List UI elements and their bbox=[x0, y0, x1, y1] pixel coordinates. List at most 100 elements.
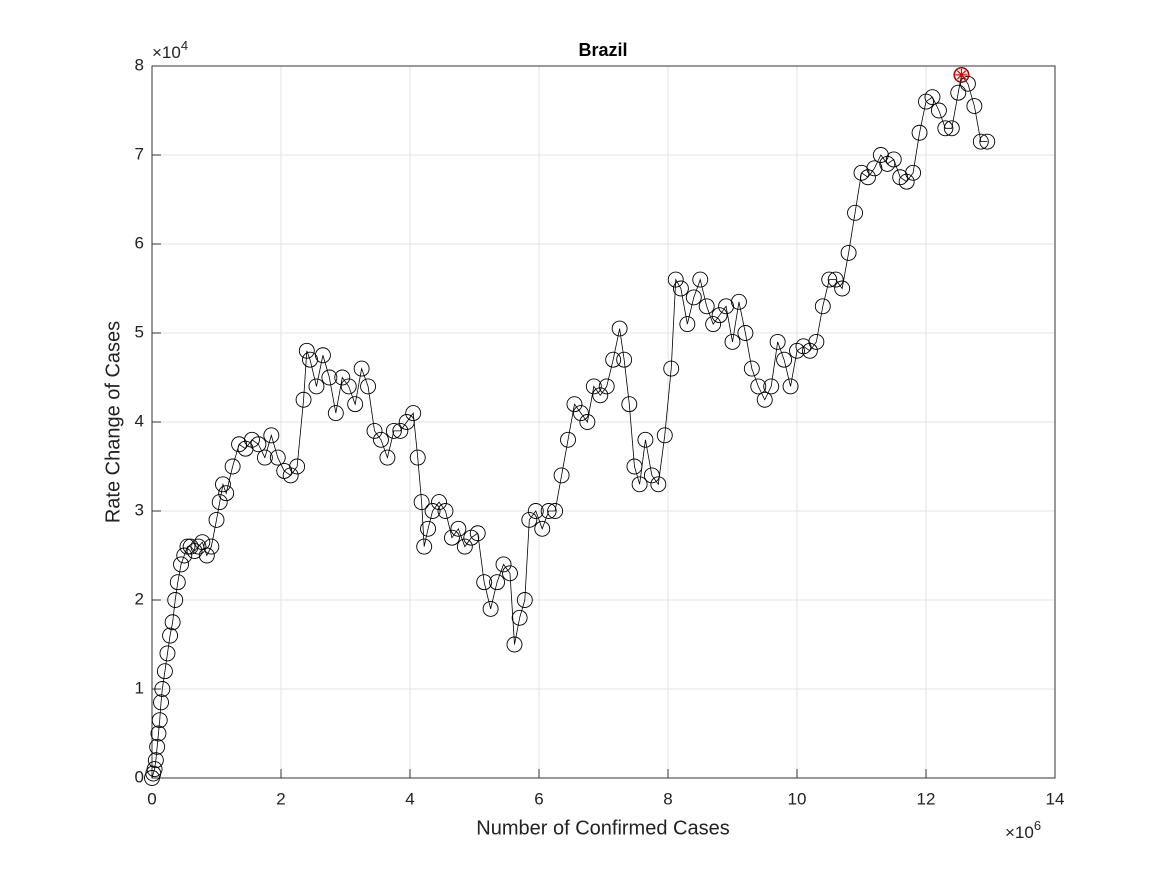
data-point bbox=[511, 609, 528, 626]
data-point bbox=[269, 449, 286, 466]
data-point bbox=[156, 663, 173, 680]
data-point bbox=[437, 503, 454, 519]
data-point bbox=[413, 494, 430, 511]
x-multiplier-base: ×10 bbox=[1005, 823, 1034, 842]
data-point bbox=[347, 396, 364, 413]
y-tick-label: 7 bbox=[135, 144, 144, 163]
data-point bbox=[203, 538, 220, 555]
data-point bbox=[667, 271, 684, 288]
y-multiplier-exponent: 4 bbox=[181, 38, 188, 53]
data-point bbox=[950, 84, 967, 101]
data-point bbox=[373, 431, 389, 448]
y-tick-label: 3 bbox=[135, 500, 144, 519]
data-point bbox=[860, 169, 876, 186]
data-point bbox=[173, 556, 189, 573]
data-point bbox=[198, 547, 215, 564]
data-point bbox=[866, 160, 883, 177]
y-tick-label: 8 bbox=[135, 55, 144, 74]
data-point bbox=[237, 440, 254, 457]
data-point bbox=[409, 449, 426, 466]
data-point bbox=[424, 503, 441, 519]
data-point bbox=[611, 320, 628, 337]
data-point bbox=[885, 151, 902, 168]
data-point bbox=[398, 414, 415, 430]
data-point bbox=[943, 120, 960, 137]
data-point bbox=[495, 556, 512, 573]
data-point bbox=[672, 280, 689, 297]
data-point bbox=[162, 627, 179, 644]
data-point bbox=[282, 467, 299, 484]
data-point bbox=[182, 538, 199, 555]
data-point bbox=[431, 494, 447, 511]
data-point bbox=[420, 520, 437, 537]
data-point bbox=[756, 391, 773, 408]
y-multiplier: ×104 bbox=[152, 38, 188, 62]
data-point bbox=[169, 574, 186, 591]
data-point bbox=[149, 738, 166, 755]
data-point bbox=[560, 431, 576, 448]
data-point bbox=[476, 574, 493, 591]
data-point bbox=[592, 387, 609, 404]
data-point bbox=[150, 725, 167, 742]
x-tick-label: 14 bbox=[1046, 789, 1065, 808]
data-point bbox=[308, 378, 325, 395]
data-point bbox=[250, 436, 267, 453]
data-point bbox=[782, 378, 799, 395]
data-point bbox=[289, 458, 306, 475]
data-point bbox=[937, 120, 954, 137]
data-point bbox=[547, 503, 564, 519]
y-axis-label: Rate Change of Cases bbox=[102, 321, 124, 523]
data-point bbox=[626, 458, 643, 475]
data-point bbox=[327, 405, 344, 422]
data-point bbox=[898, 173, 915, 190]
data-point bbox=[621, 396, 638, 413]
data-point bbox=[585, 378, 602, 395]
data-point bbox=[579, 414, 596, 430]
x-tick-label: 4 bbox=[405, 789, 414, 808]
data-point bbox=[506, 636, 523, 653]
data-point bbox=[566, 396, 583, 413]
x-tick-label: 0 bbox=[147, 789, 156, 808]
data-point bbox=[218, 485, 235, 502]
y-tick-label: 2 bbox=[135, 589, 144, 608]
x-tick-label: 10 bbox=[788, 789, 807, 808]
data-point bbox=[966, 98, 983, 115]
data-point bbox=[572, 405, 589, 422]
highlight-point bbox=[953, 67, 970, 83]
data-point bbox=[972, 133, 989, 150]
y-tick-label: 0 bbox=[135, 767, 144, 786]
data-point bbox=[521, 511, 538, 528]
data-point bbox=[392, 422, 409, 439]
data-point bbox=[692, 271, 709, 288]
data-point bbox=[637, 431, 654, 448]
data-point bbox=[147, 752, 164, 769]
data-point bbox=[763, 378, 780, 395]
data-point bbox=[208, 511, 225, 528]
data-point bbox=[366, 422, 383, 439]
data-point bbox=[718, 298, 734, 315]
data-point bbox=[911, 124, 928, 141]
data-point bbox=[190, 538, 207, 555]
data-point bbox=[527, 503, 544, 519]
data-point bbox=[750, 378, 767, 395]
data-point bbox=[159, 645, 176, 662]
data-point bbox=[298, 342, 315, 359]
data-point bbox=[598, 378, 615, 395]
data-point bbox=[737, 325, 754, 341]
data-point bbox=[360, 378, 377, 395]
data-point bbox=[834, 280, 851, 297]
y-multiplier-base: ×10 bbox=[152, 43, 181, 62]
y-tick-label: 1 bbox=[135, 678, 144, 697]
y-tick-label: 4 bbox=[135, 411, 144, 430]
data-point bbox=[679, 316, 696, 333]
data-point bbox=[416, 538, 433, 555]
data-point bbox=[153, 694, 169, 711]
chart-title: Brazil bbox=[578, 40, 627, 60]
data-point bbox=[643, 467, 660, 484]
data-point bbox=[263, 427, 280, 444]
data-point bbox=[302, 351, 318, 368]
data-point bbox=[295, 391, 312, 408]
data-point bbox=[801, 342, 818, 359]
